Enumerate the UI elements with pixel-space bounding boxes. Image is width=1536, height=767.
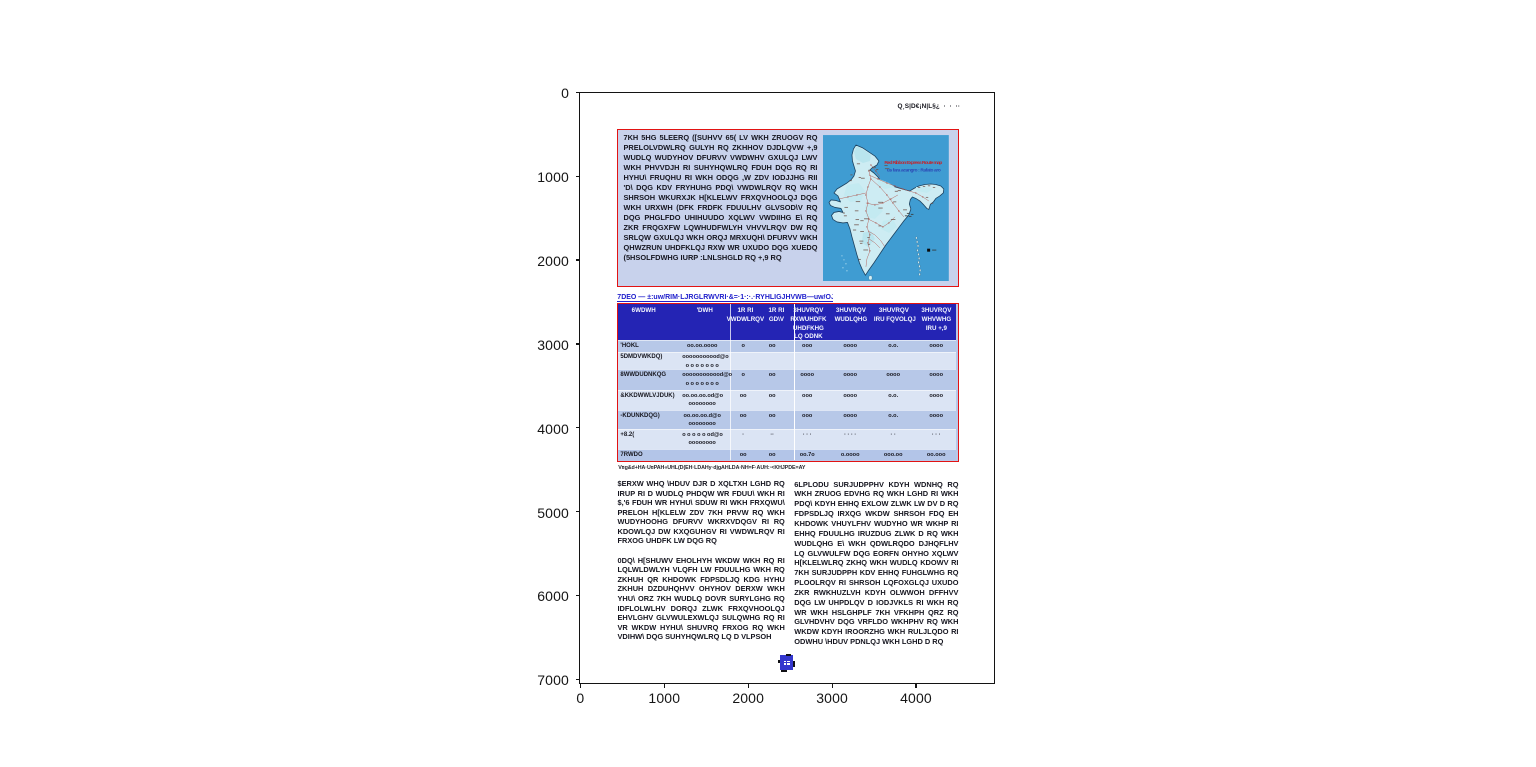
svg-text:us fara acangro : Rafato aro: us fara acangro : Rafato aro bbox=[887, 168, 941, 174]
svg-text:Red Ribbon Express Route map: Red Ribbon Express Route map bbox=[884, 160, 942, 166]
